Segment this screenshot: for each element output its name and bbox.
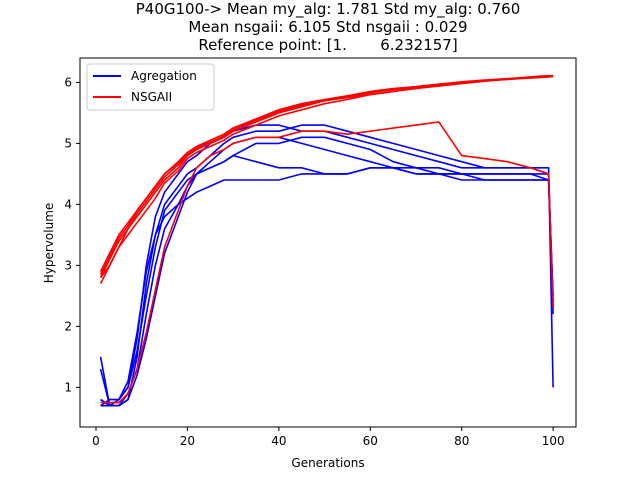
series-line-agregation-run-2 bbox=[99, 124, 554, 407]
series-line-agregation-run-5 bbox=[100, 167, 554, 407]
x-tick-label: 40 bbox=[271, 434, 286, 448]
y-tick-label: 2 bbox=[64, 319, 72, 333]
chart-title: P40G100-> Mean my_alg: 1.781 Std my_alg:… bbox=[136, 0, 521, 54]
x-tick-label: 20 bbox=[180, 434, 195, 448]
legend-label-agregation: Agregation bbox=[131, 69, 197, 83]
y-axis-label: Hypervolume bbox=[42, 203, 56, 284]
plot-lines bbox=[99, 74, 554, 407]
plot-frame bbox=[79, 57, 577, 428]
series-line-nsgaii-run-3 bbox=[99, 75, 554, 285]
x-tick-label: 60 bbox=[363, 434, 378, 448]
x-axis-label: Generations bbox=[291, 456, 364, 470]
x-tick-label: 80 bbox=[454, 434, 469, 448]
x-tick-label: 100 bbox=[542, 434, 565, 448]
title-line-3: Reference point: [1. 6.232157] bbox=[198, 36, 457, 54]
x-tick-label: 0 bbox=[92, 434, 100, 448]
axis-ticks: 0 20 40 60 80 100 1 2 3 4 5 6 bbox=[64, 75, 564, 448]
y-tick-label: 3 bbox=[64, 258, 72, 272]
title-line-1: P40G100-> Mean my_alg: 1.781 Std my_alg:… bbox=[136, 0, 521, 19]
legend-label-nsgaii: NSGAII bbox=[131, 90, 172, 104]
title-line-2: Mean nsgaii: 6.105 Std nsgaii : 0.029 bbox=[188, 18, 467, 36]
series-line-nsgaii-run-5 bbox=[99, 74, 554, 275]
series-line-nsgaii-run-6 bbox=[100, 121, 554, 404]
series-line-agregation-run-4 bbox=[100, 154, 554, 407]
y-tick-label: 1 bbox=[64, 380, 72, 394]
y-tick-label: 4 bbox=[64, 197, 72, 211]
legend: Agregation NSGAII bbox=[86, 63, 215, 111]
y-tick-label: 6 bbox=[64, 75, 72, 89]
series-line-agregation-run-1 bbox=[99, 124, 554, 407]
y-tick-label: 5 bbox=[64, 136, 72, 150]
